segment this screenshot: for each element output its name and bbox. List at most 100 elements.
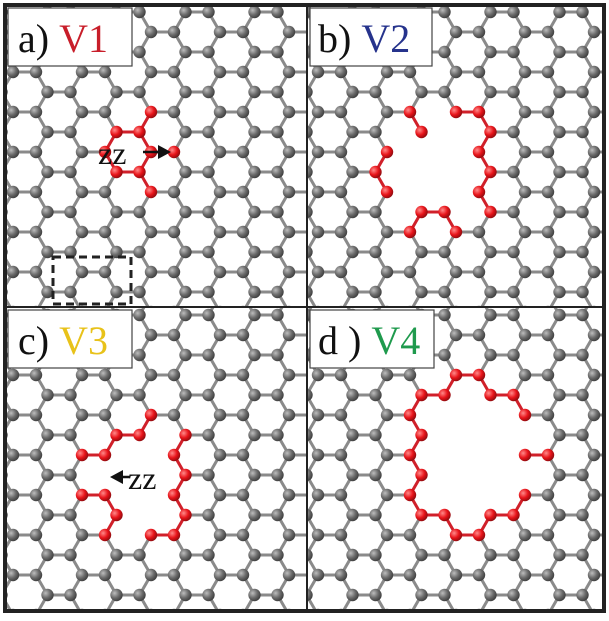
carbon-atom [317,509,329,521]
carbon-atom [271,468,284,482]
carbon-atom [553,5,566,19]
defect-atom [472,105,486,119]
carbon-atom [438,588,451,602]
carbon-atom [282,105,296,119]
carbon-atom [587,448,601,462]
carbon-atom [438,245,451,259]
carbon-atom [380,105,394,119]
carbon-atom [346,588,359,602]
carbon-atom [133,588,146,602]
carbon-atom [484,245,497,259]
defect-atom [449,105,463,119]
carbon-atom [369,85,382,99]
carbon-atom [167,65,181,79]
carbon-atom [346,468,359,482]
panel-c-lattice [5,269,329,611]
carbon-atom [484,5,497,19]
carbon-atom [271,205,284,219]
carbon-atom [449,65,463,79]
carbon-atom [133,548,146,562]
carbon-atom [110,548,123,562]
carbon-atom [266,66,278,78]
carbon-atom [213,328,227,342]
carbon-atom [449,568,463,582]
carbon-atom [553,269,565,281]
carbon-atom [335,289,347,301]
carbon-atom [144,225,158,239]
carbon-atom [519,289,531,301]
carbon-atom [266,369,278,381]
carbon-atom [248,348,261,362]
defect-atom [484,205,497,219]
carbon-atom [404,289,416,301]
carbon-atom [541,528,555,542]
carbon-atom [588,289,600,301]
carbon-atom [576,85,589,99]
carbon-atom [282,185,296,199]
defect-atom [110,508,123,522]
carbon-atom [213,25,227,39]
carbon-atom [266,266,278,278]
carbon-atom [587,265,601,279]
carbon-atom [438,308,451,322]
carbon-atom [369,125,382,139]
carbon-atom [144,368,158,382]
defect-atom [518,408,532,422]
carbon-atom [415,269,427,281]
carbon-atom [213,488,227,502]
carbon-atom [6,568,20,582]
carbon-atom [179,588,192,602]
defect-atom [403,225,417,239]
carbon-atom [7,289,19,301]
carbon-atom [576,5,589,19]
carbon-atom [236,25,250,39]
carbon-atom [541,185,555,199]
carbon-atom [75,225,89,239]
carbon-atom [266,489,278,501]
carbon-atom [236,65,250,79]
defect-atom [144,408,158,422]
carbon-atom [541,328,555,342]
carbon-atom [282,408,296,422]
carbon-atom [484,348,497,362]
carbon-atom [317,469,329,481]
carbon-atom [271,45,284,59]
carbon-atom [346,165,359,179]
carbon-atom [381,289,393,301]
carbon-atom [41,388,54,402]
carbon-atom [553,508,566,522]
carbon-atom [64,269,76,281]
carbon-atom [507,85,520,99]
carbon-atom [266,106,278,118]
carbon-atom [236,408,250,422]
carbon-atom [312,289,324,301]
carbon-atom [307,508,313,522]
carbon-atom [248,245,261,259]
carbon-atom [236,448,250,462]
carbon-atom [271,348,284,362]
carbon-atom [110,245,123,259]
carbon-atom [64,85,77,99]
carbon-atom [98,105,112,119]
carbon-atom [213,568,227,582]
carbon-atom [334,448,348,462]
carbon-atom [75,105,89,119]
carbon-atom [29,408,43,422]
carbon-atom [553,388,566,402]
carbon-atom [472,328,486,342]
carbon-atom [202,548,215,562]
carbon-atom [438,45,451,59]
carbon-atom [236,568,250,582]
defect-atom [484,508,497,522]
carbon-atom [518,25,532,39]
carbon-atom [587,25,601,39]
carbon-atom [179,326,191,338]
carbon-atom [271,508,284,522]
carbon-atom [334,265,348,279]
carbon-atom [6,225,20,239]
carbon-atom [541,145,555,159]
carbon-atom [282,488,296,502]
carbon-atom [282,528,296,542]
carbon-atom [587,368,601,382]
carbon-atom [380,568,394,582]
